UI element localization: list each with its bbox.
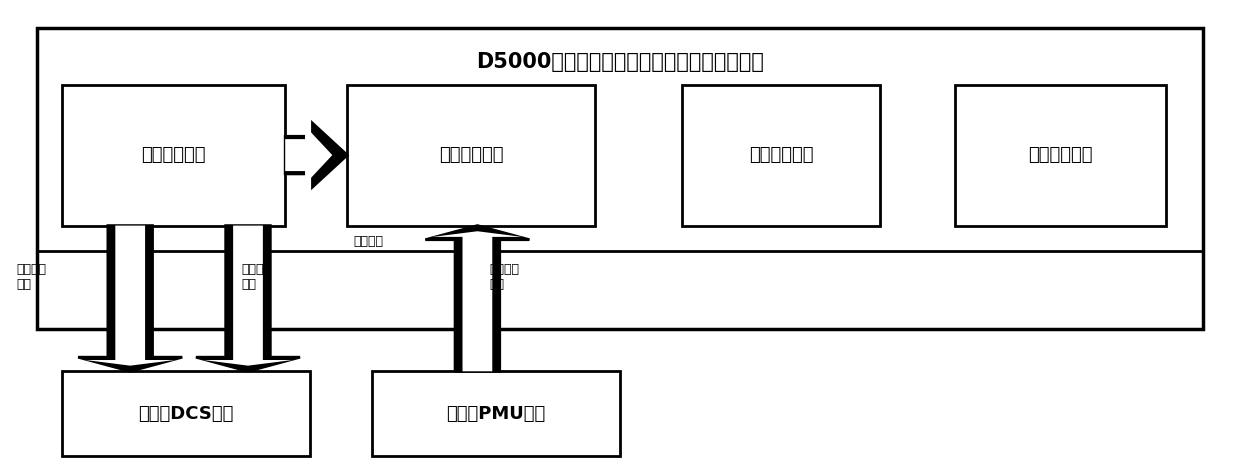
- Polygon shape: [203, 226, 293, 366]
- Polygon shape: [285, 123, 347, 187]
- Text: 统计分析功能: 统计分析功能: [1028, 146, 1092, 164]
- Polygon shape: [86, 226, 175, 366]
- Polygon shape: [433, 231, 522, 371]
- FancyBboxPatch shape: [62, 371, 310, 456]
- FancyBboxPatch shape: [37, 28, 1203, 329]
- FancyBboxPatch shape: [372, 371, 620, 456]
- Polygon shape: [78, 226, 182, 371]
- Polygon shape: [425, 226, 529, 371]
- FancyBboxPatch shape: [347, 85, 595, 226]
- FancyBboxPatch shape: [955, 85, 1166, 226]
- Text: 试验触发功能: 试验触发功能: [141, 146, 206, 164]
- Text: 机组出力
曲线: 机组出力 曲线: [490, 263, 520, 291]
- Polygon shape: [285, 126, 332, 184]
- FancyBboxPatch shape: [682, 85, 880, 226]
- Polygon shape: [196, 226, 300, 371]
- Text: 结果展示功能: 结果展示功能: [439, 146, 503, 164]
- FancyBboxPatch shape: [62, 85, 285, 226]
- Text: 电厂侧PMU装置: 电厂侧PMU装置: [446, 405, 546, 423]
- Text: 参数维护功能: 参数维护功能: [749, 146, 813, 164]
- Text: D5000系统一次调频扰动测试与评价功能模块: D5000系统一次调频扰动测试与评价功能模块: [476, 52, 764, 72]
- Text: 频率扰动
信号: 频率扰动 信号: [242, 263, 272, 291]
- Text: 扰动信息: 扰动信息: [353, 235, 383, 248]
- Text: 触发开关
信号: 触发开关 信号: [16, 263, 46, 291]
- Text: 电厂侧DCS系统: 电厂侧DCS系统: [139, 405, 233, 423]
